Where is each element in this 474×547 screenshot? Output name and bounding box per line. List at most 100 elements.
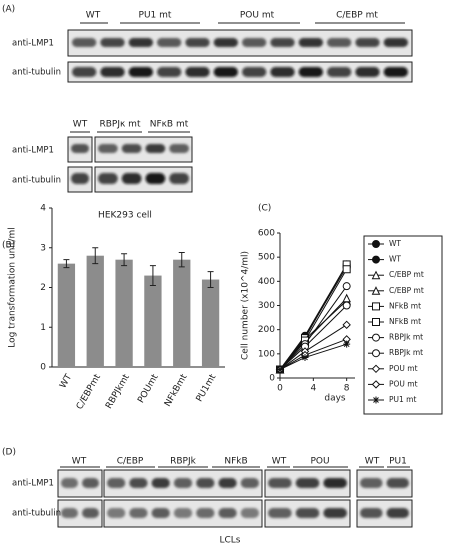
y-tick-label: 300 — [258, 301, 275, 311]
band — [323, 478, 347, 488]
y-tick-label: 3 — [40, 243, 46, 253]
x-tick-label: 0 — [277, 384, 283, 394]
band — [61, 508, 78, 518]
row-label: anti-LMP1 — [12, 146, 54, 156]
legend-label: C/EBP mt — [389, 286, 424, 295]
panel-label: (B) — [2, 241, 15, 251]
bar — [201, 279, 220, 367]
lane-underlines — [60, 22, 410, 468]
legend-label: PU1 mt — [389, 395, 416, 404]
lane-label: PU1 mt — [139, 11, 172, 21]
band — [145, 144, 166, 153]
caption: HEK293 cell — [98, 211, 152, 221]
lane-label: POU mt — [240, 11, 275, 21]
legend-marker — [371, 270, 381, 280]
y-tick-label: 200 — [258, 325, 275, 335]
lane-label: NFκB mt — [150, 120, 189, 130]
error-bar — [63, 259, 70, 269]
band — [268, 478, 292, 488]
series-line — [279, 264, 348, 370]
legend-label: NFkB mt — [389, 301, 421, 310]
band — [242, 67, 267, 77]
lane-label: C/EBP — [117, 457, 144, 467]
legend-marker — [372, 255, 380, 264]
legend-marker — [371, 380, 381, 389]
legend-label: RBPJk mt — [389, 348, 423, 357]
band — [270, 67, 295, 77]
x-axis-label: days — [324, 394, 346, 404]
bar — [86, 255, 104, 367]
x-tick-label: C/EBPmt — [75, 372, 103, 411]
band — [157, 67, 182, 77]
lane-label: C/EBP mt — [336, 11, 378, 21]
band — [129, 508, 148, 518]
band — [213, 67, 238, 77]
band — [121, 144, 142, 153]
legend-marker — [372, 302, 380, 311]
row-label: anti-tubulin — [12, 509, 61, 519]
band — [360, 478, 383, 488]
row-label: anti-LMP1 — [12, 39, 54, 49]
data-point — [276, 366, 284, 374]
x-tick-label: WT — [58, 372, 74, 390]
legend-label: WT — [389, 239, 401, 248]
band — [386, 478, 409, 488]
blot-images — [57, 29, 413, 528]
series-line — [279, 305, 348, 370]
band — [128, 38, 153, 47]
band — [185, 38, 210, 47]
data-point — [342, 301, 351, 310]
y-tick-label: 100 — [258, 349, 275, 359]
band — [173, 478, 193, 488]
lane-label: RBPJk — [170, 457, 197, 467]
band — [145, 173, 166, 184]
lane-label: NFkB — [224, 457, 247, 467]
band — [185, 67, 210, 77]
legend-marker — [372, 240, 380, 248]
band — [386, 508, 409, 518]
band — [121, 173, 142, 184]
bar — [173, 259, 191, 367]
y-tick-label: 600 — [258, 229, 275, 239]
lane-label: POU — [310, 457, 329, 467]
panel-label: (C) — [258, 204, 271, 214]
error-bar — [149, 265, 156, 287]
band — [107, 508, 126, 518]
x-tick-label: POUmt — [136, 372, 161, 405]
band — [298, 38, 323, 47]
band — [218, 508, 237, 518]
band — [327, 38, 352, 47]
band — [268, 508, 292, 518]
band — [355, 38, 380, 47]
band — [218, 478, 237, 488]
x-tick-label: PU1mt — [195, 372, 219, 403]
band — [98, 173, 118, 184]
bar — [144, 275, 162, 367]
row-label: anti-tubulin — [12, 176, 61, 186]
x-tick-label: 4 — [310, 384, 316, 394]
band — [360, 508, 383, 518]
y-tick-label: 0 — [40, 363, 46, 373]
band — [295, 508, 320, 518]
band — [196, 478, 215, 488]
lane-label: WT — [72, 457, 87, 467]
y-tick-label: 400 — [258, 277, 275, 287]
y-tick-label: 4 — [40, 204, 46, 214]
band — [71, 144, 89, 153]
data-point — [342, 293, 351, 303]
data-point — [342, 265, 351, 274]
legend-label: POU mt — [389, 364, 418, 373]
panel-label: (D) — [2, 448, 16, 458]
band — [107, 478, 126, 488]
legend-marker — [371, 286, 381, 295]
legend-label: WT — [389, 255, 401, 264]
band — [169, 173, 189, 184]
band — [61, 478, 78, 488]
band — [323, 508, 347, 518]
legend-label: POU mt — [389, 379, 418, 388]
x-tick-label: NFkBmt — [163, 372, 190, 408]
band — [71, 173, 89, 184]
row-label: anti-LMP1 — [12, 479, 54, 489]
data-point — [342, 320, 351, 330]
y-axis-label: Cell number (x10^4/ml) — [241, 251, 251, 360]
